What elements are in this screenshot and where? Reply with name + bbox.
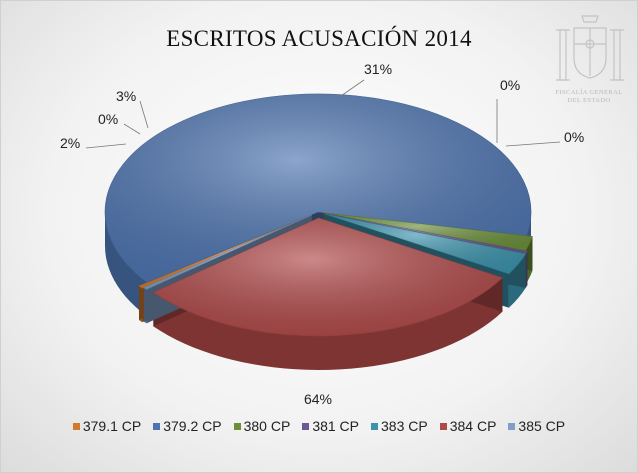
pie-slice-highlight <box>105 93 531 283</box>
emblem-text-line1: FISCALÍA GENERAL <box>555 89 623 96</box>
leader-line <box>85 143 127 149</box>
pie-slice-highlight <box>325 214 526 274</box>
legend-swatch <box>153 422 161 430</box>
legend-swatch <box>371 422 379 430</box>
legend-item-384-cp: 384 CP <box>439 418 497 434</box>
data-label-384-cp: 31% <box>364 61 392 77</box>
leader-line <box>337 79 365 99</box>
pie-slice-highlight <box>143 214 312 290</box>
legend-swatch <box>439 422 447 430</box>
data-label-383-cp: 3% <box>116 88 136 104</box>
data-label-379-2-cp: 64% <box>304 391 332 407</box>
legend-label: 381 CP <box>312 418 360 434</box>
data-label-379-1-cp: 0% <box>500 77 520 93</box>
legend-swatch <box>233 422 241 430</box>
pie-side-379-2-cp <box>105 212 147 317</box>
legend-item-383-cp: 383 CP <box>371 418 428 434</box>
legend-label: 383 CP <box>381 418 428 434</box>
emblem-text-line2: DEL ESTADO <box>567 97 611 104</box>
legend-label: 379.1 CP <box>82 418 142 434</box>
pie-side-384-cp <box>153 277 503 370</box>
legend-label: 385 CP <box>518 418 566 434</box>
legend-swatch <box>508 422 516 430</box>
leader-line <box>505 141 561 147</box>
pie-slice-highlight <box>323 212 533 251</box>
legend-item-379-1-cp: 379.1 CP <box>72 418 142 434</box>
data-label-385-cp: 0% <box>564 129 584 145</box>
legend-swatch <box>302 422 310 430</box>
pie-slice-highlight <box>325 213 528 254</box>
legend-label: 384 CP <box>449 418 497 434</box>
legend-item-385-cp: 385 CP <box>508 418 565 434</box>
legend-label: 380 CP <box>243 418 291 434</box>
chart-legend: 379.1 CP 379.2 CP 380 CP 381 CP 383 CP 384 CP… <box>0 418 638 434</box>
data-label-380-cp: 2% <box>60 135 80 151</box>
legend-item-381-cp: 381 CP <box>302 418 359 434</box>
legend-swatch <box>72 422 80 430</box>
leader-line <box>123 123 141 135</box>
pie-slice-highlight <box>138 215 311 289</box>
leader-line <box>139 100 149 129</box>
legend-label: 379.2 CP <box>163 418 222 434</box>
legend-item-379-2-cp: 379.2 CP <box>153 418 222 434</box>
data-label-381-cp: 0% <box>98 111 118 127</box>
coat-of-arms-logo <box>556 15 624 81</box>
chart-title: ESCRITOS ACUSACIÓN 2014 <box>166 26 472 51</box>
pie-slice-highlight <box>153 217 503 336</box>
legend-item-380-cp: 380 CP <box>233 418 291 434</box>
